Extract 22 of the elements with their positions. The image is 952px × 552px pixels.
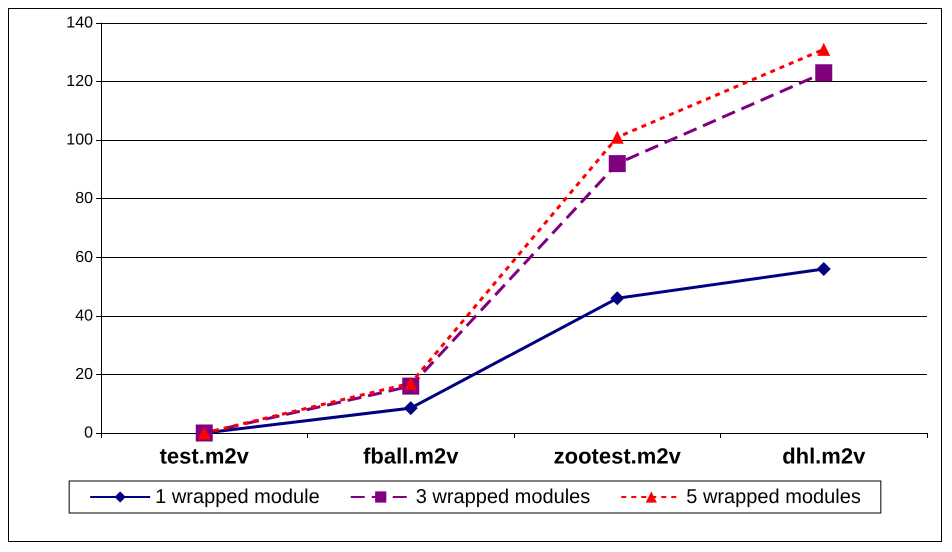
- point: [608, 155, 626, 172]
- y-tick-label: 60: [75, 248, 94, 266]
- point: [404, 401, 418, 416]
- y-tick-label: 40: [75, 307, 94, 324]
- y-tick-label: 0: [84, 424, 94, 442]
- x-tick-label: zootest.m2v: [554, 444, 682, 468]
- x-tick-label: test.m2v: [160, 444, 250, 468]
- point: [610, 130, 624, 144]
- legend-label: 1 wrapped module: [155, 486, 320, 508]
- y-tick-label: 20: [75, 366, 94, 383]
- point: [815, 64, 832, 82]
- point: [817, 42, 830, 56]
- y-tick-label: 140: [66, 14, 94, 32]
- y-tick-label: 80: [75, 190, 94, 208]
- point: [610, 291, 624, 306]
- y-tick-label: 100: [66, 132, 94, 149]
- point: [816, 262, 831, 276]
- x-tick-label: fball.m2v: [363, 444, 460, 468]
- legend-label: 3 wrapped modules: [416, 486, 590, 508]
- y-tick-label: 120: [66, 73, 94, 90]
- x-tick-label: dhl.m2v: [782, 444, 866, 468]
- legend-label: 5 wrapped modules: [686, 486, 861, 508]
